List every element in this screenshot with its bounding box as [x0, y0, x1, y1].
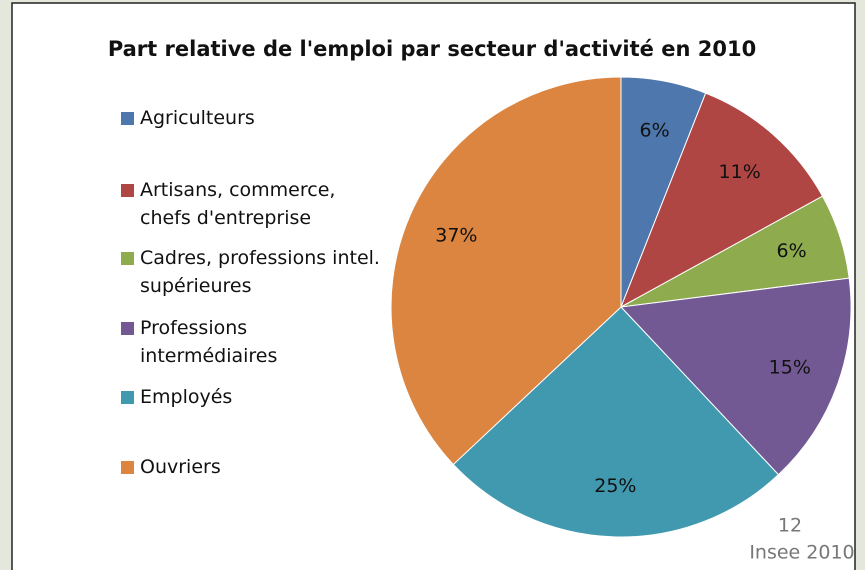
pie-slice — [619, 277, 852, 476]
legend-label: Artisans, commerce, chefs d'entreprise — [140, 179, 336, 229]
legend-label: Employés — [140, 386, 233, 408]
legend-swatch — [121, 391, 134, 404]
legend-swatch — [121, 184, 134, 197]
legend-label: Professions intermédiaires — [140, 317, 278, 367]
legend-swatch — [121, 112, 134, 125]
legend-swatch — [121, 461, 134, 474]
pie-slice — [620, 92, 824, 309]
data-label: 25% — [594, 475, 636, 497]
legend-label: Ouvriers — [140, 456, 221, 478]
pie-slice — [452, 306, 780, 538]
data-label: 6% — [777, 240, 807, 262]
chart-title: Part relative de l'emploi par secteur d'… — [108, 37, 756, 61]
data-label: 15% — [769, 356, 811, 378]
data-label: 6% — [640, 119, 670, 141]
legend-label: Agriculteurs — [140, 107, 255, 129]
data-label: 37% — [435, 224, 477, 246]
pie-slice — [390, 76, 622, 466]
legend-label: Cadres, professions intel. supérieures — [140, 247, 380, 297]
page-number: 12 — [778, 515, 802, 537]
legend-swatch — [121, 252, 134, 265]
data-label: 11% — [719, 161, 761, 183]
legend-swatch — [121, 322, 134, 335]
source: Insee 2010 — [749, 542, 854, 564]
